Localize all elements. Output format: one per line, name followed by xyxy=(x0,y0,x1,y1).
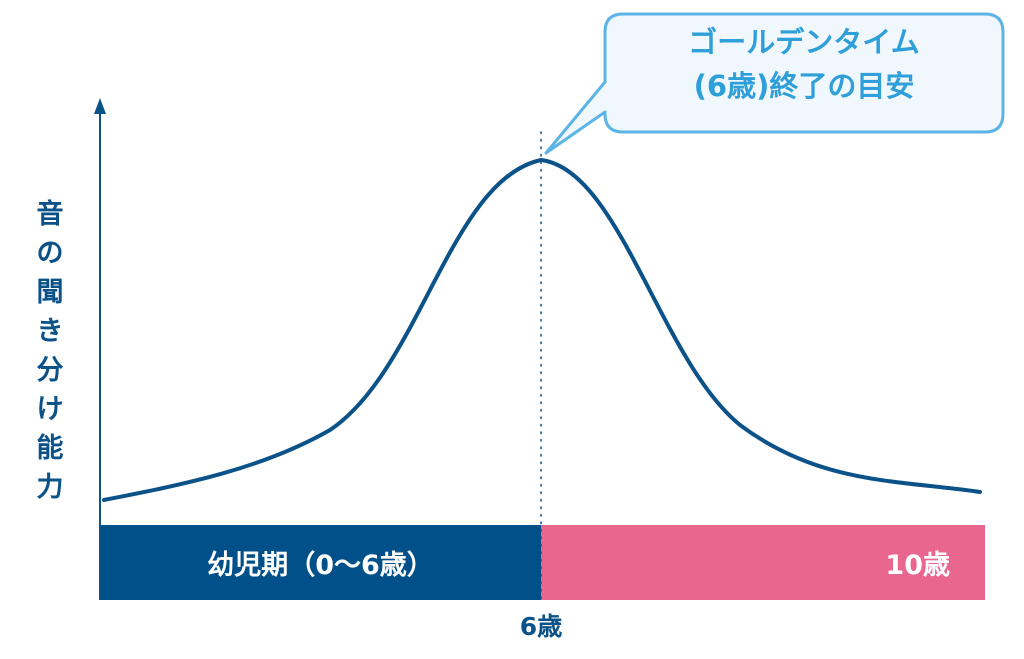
y-axis-arrow-icon xyxy=(94,98,106,114)
y-axis-label-char: 力 xyxy=(36,472,64,503)
early-childhood-label: 幼児期（0〜6歳） xyxy=(207,550,434,581)
y-axis-label-char: き xyxy=(36,316,64,347)
y-axis-label-char: 聞 xyxy=(36,277,64,308)
y-axis-label-char: 分 xyxy=(36,355,64,386)
y-axis-label-char: 能 xyxy=(36,433,64,464)
hearing-ability-curve xyxy=(102,157,982,502)
bar-after-six xyxy=(541,525,985,600)
bar-early-childhood xyxy=(100,525,541,600)
y-axis-label: 音 の 聞 き 分 け 能 力 xyxy=(30,195,70,507)
ten-years-label: 10歳 xyxy=(885,550,950,581)
callout-line-2: (6歳)終了の目安 xyxy=(693,69,915,103)
callout-text: ゴールデンタイム (6歳)終了の目安 xyxy=(608,20,1000,108)
y-axis-label-char: の xyxy=(36,238,64,269)
callout-bubble xyxy=(544,12,1005,155)
callout-line-1: ゴールデンタイム xyxy=(688,25,920,59)
y-axis-label-char: け xyxy=(36,394,64,425)
six-years-tick-label: 6歳 xyxy=(519,612,563,641)
y-axis-label-char: 音 xyxy=(36,199,64,230)
